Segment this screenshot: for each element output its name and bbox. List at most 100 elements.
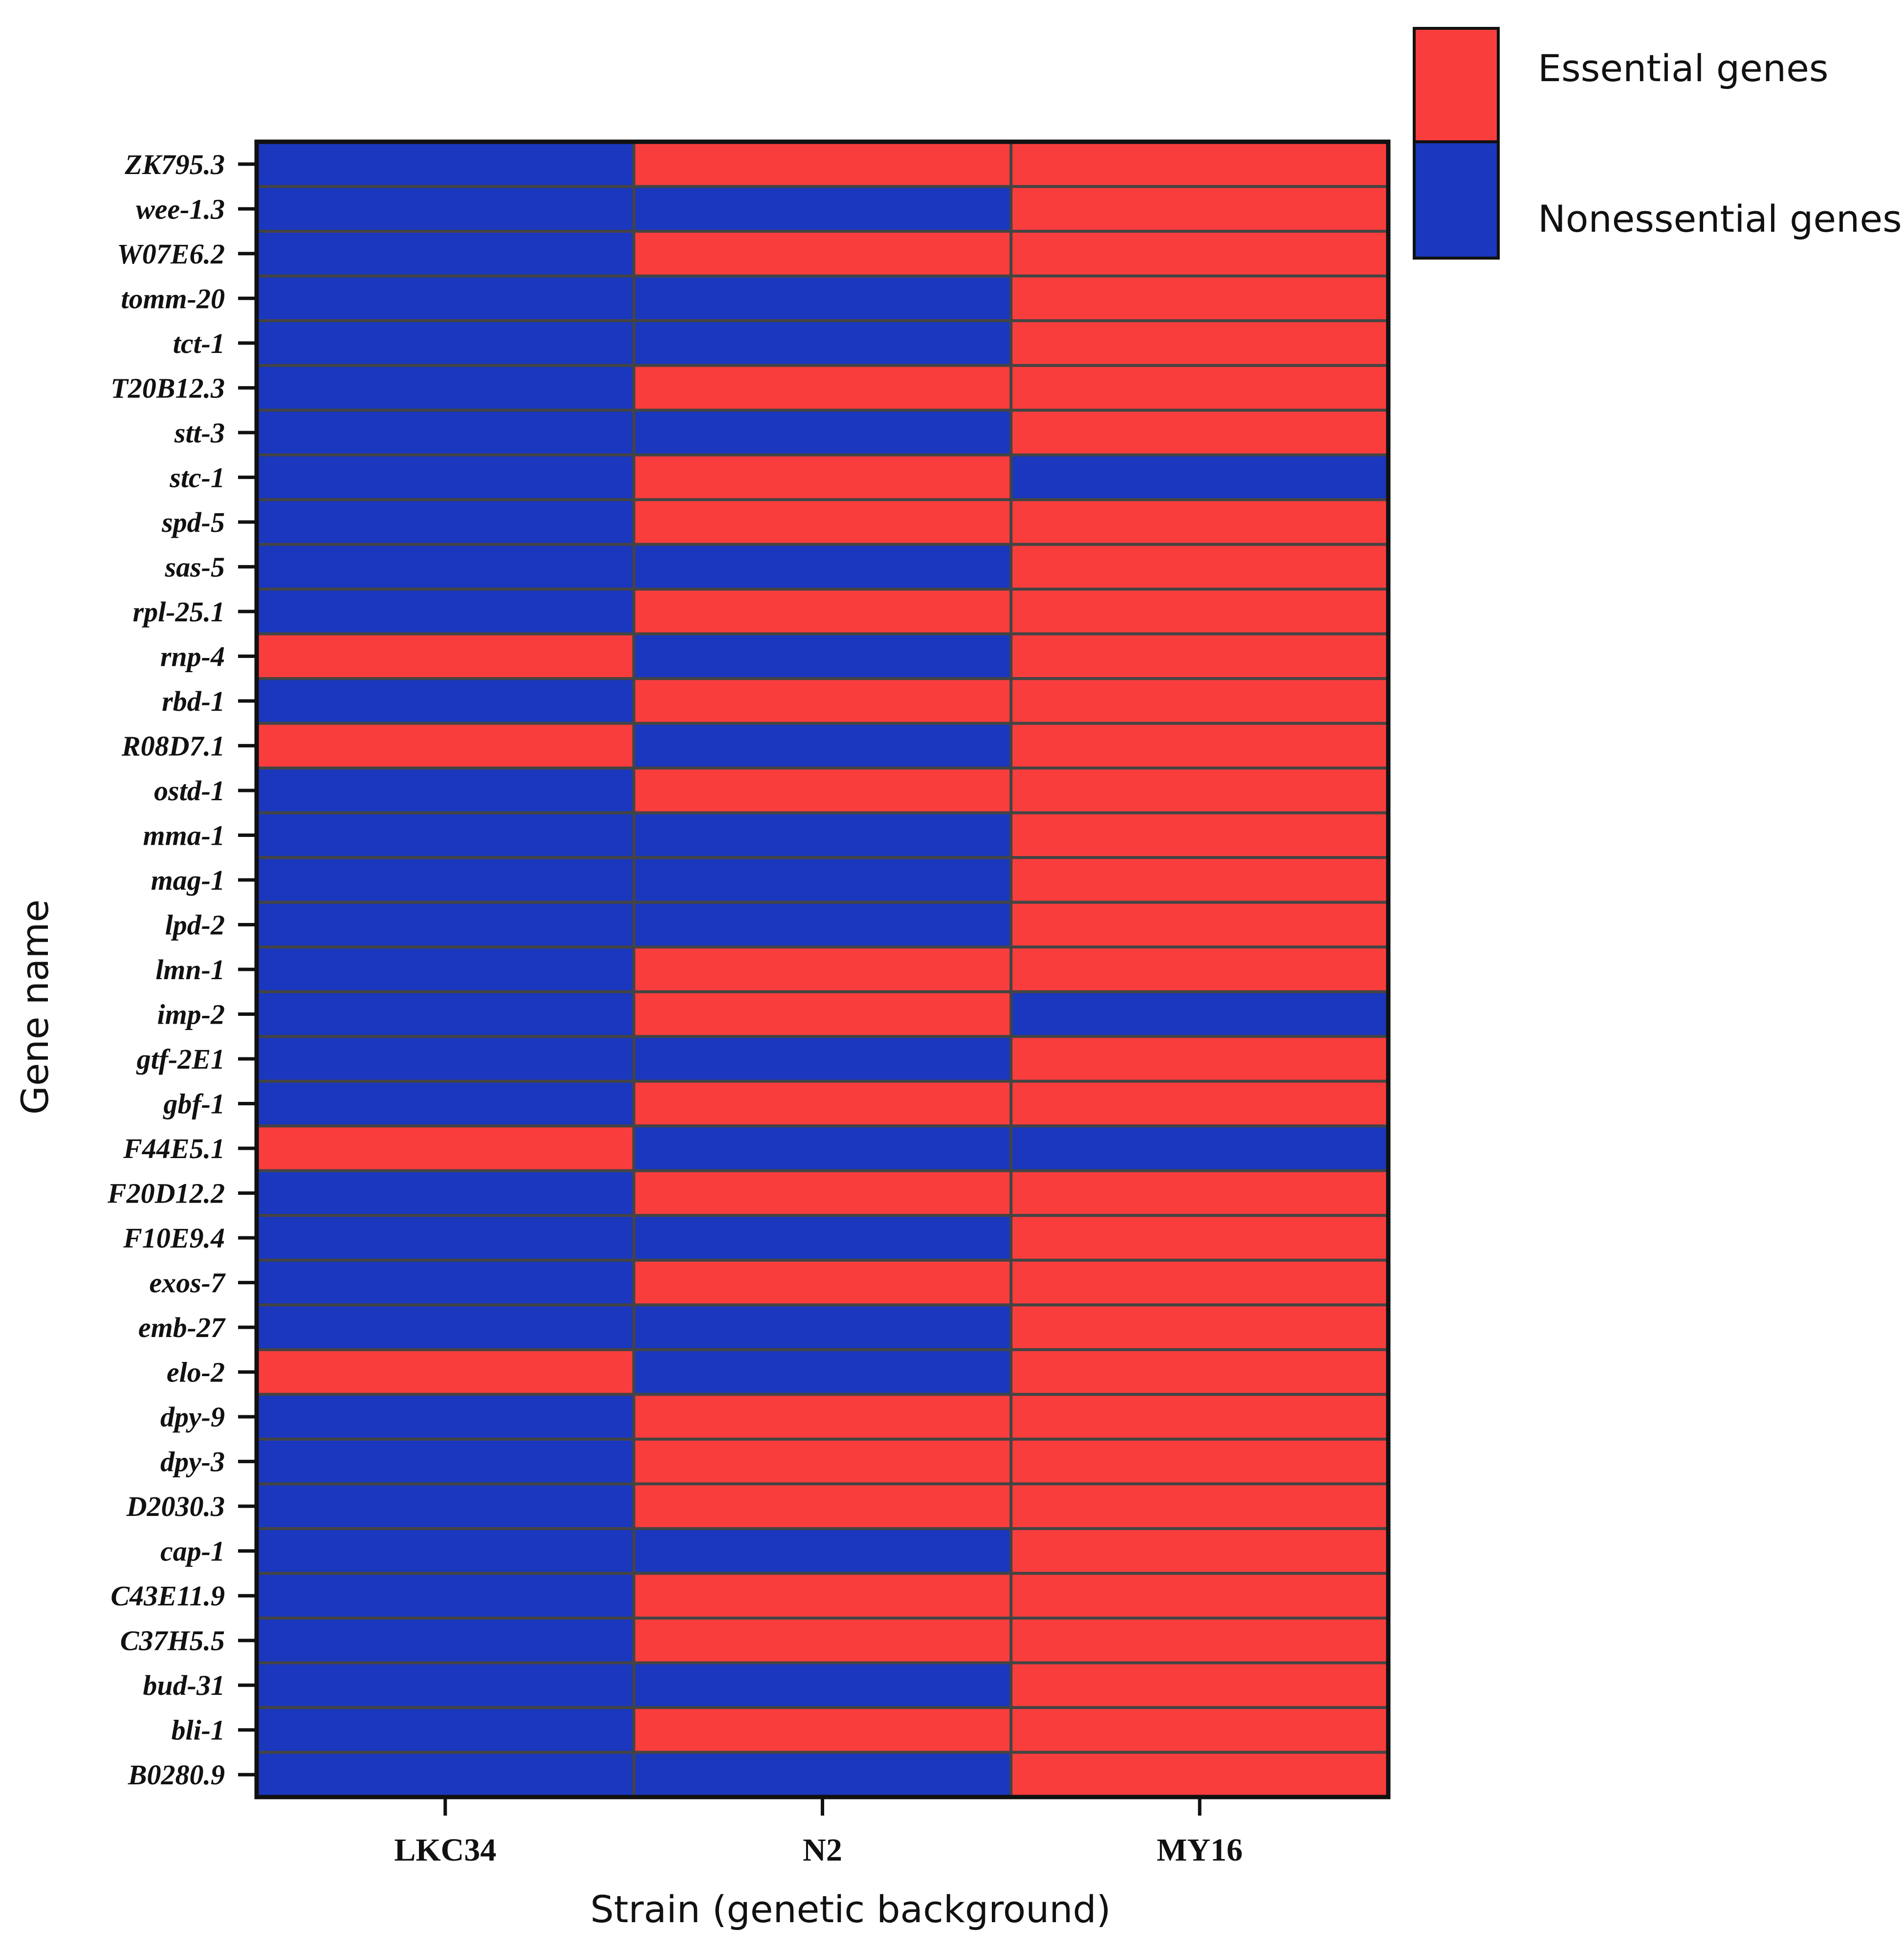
heatmap-cell	[632, 1124, 1013, 1172]
heatmap-cell	[255, 1661, 635, 1709]
y-tick-label: F44E5.1	[123, 1133, 225, 1164]
heatmap-cell	[255, 1437, 635, 1486]
x-tick-label: MY16	[1157, 1832, 1243, 1868]
x-tick-label: N2	[803, 1832, 842, 1868]
heatmap-cell	[632, 588, 1013, 636]
heatmap-cell	[255, 364, 635, 412]
x-axis-ticks: LKC34 N2 MY16	[394, 1797, 1243, 1868]
heatmap-cell	[632, 1393, 1013, 1441]
y-tick-label: tomm-20	[121, 283, 225, 314]
y-tick-label: R08D7.1	[121, 730, 225, 762]
y-tick-label: ZK795.3	[124, 149, 225, 180]
heatmap-cell	[255, 1616, 635, 1665]
heatmap-cell	[255, 588, 635, 636]
heatmap-cell	[632, 498, 1013, 546]
heatmap-cell	[255, 1706, 635, 1754]
y-tick-label: W07E6.2	[117, 238, 225, 270]
y-tick-label: mag-1	[151, 864, 225, 896]
y-tick-label: C37H5.5	[120, 1625, 225, 1657]
heatmap-cell	[255, 945, 635, 993]
heatmap-cell	[632, 140, 1013, 188]
heatmap-cell	[255, 1169, 635, 1217]
y-tick-label: C43E11.9	[110, 1580, 225, 1612]
heatmap-cell	[1009, 722, 1390, 770]
heatmap-cell	[255, 1035, 635, 1083]
heatmap-cell	[1009, 856, 1390, 904]
heatmap-cell	[632, 1527, 1013, 1575]
heatmap-cell	[255, 1348, 635, 1396]
heatmap-cell	[632, 1079, 1013, 1128]
heatmap-cell	[632, 1437, 1013, 1486]
heatmap-cell	[255, 900, 635, 949]
heatmap-cell	[1009, 1124, 1390, 1172]
heatmap-cell	[255, 677, 635, 725]
y-axis-ticks: ZK795.3 wee-1.3 W07E6.2 tomm-20 tct-1 T20B12.…	[107, 149, 257, 1791]
heatmap-cell	[1009, 1482, 1390, 1530]
legend-swatch-essential	[1413, 27, 1500, 143]
heatmap-cell	[255, 409, 635, 457]
heatmap-cell	[1009, 1035, 1390, 1083]
heatmap-cell	[255, 319, 635, 367]
heatmap-cell	[632, 1348, 1013, 1396]
heatmap-cell	[255, 990, 635, 1038]
legend: Essential genes Nonessential genes	[1413, 27, 1902, 260]
heatmap-cell	[1009, 453, 1390, 502]
y-tick-label: dpy-9	[160, 1401, 225, 1433]
y-tick-label: lpd-2	[165, 909, 225, 941]
y-tick-label: emb-27	[138, 1312, 226, 1343]
y-tick-label: elo-2	[167, 1357, 225, 1388]
heatmap-cell	[632, 185, 1013, 233]
heatmap-cell	[1009, 1214, 1390, 1262]
y-tick-label: F20D12.2	[107, 1178, 225, 1209]
y-tick-label: stt-3	[174, 417, 225, 449]
y-tick-label: rnp-4	[160, 640, 225, 672]
heatmap-cell	[1009, 900, 1390, 949]
heatmap-cell	[255, 140, 635, 188]
heatmap-cell	[1009, 1258, 1390, 1307]
x-axis-title: Strain (genetic background)	[591, 1887, 1111, 1931]
heatmap-cell	[1009, 1348, 1390, 1396]
heatmap-cell	[255, 185, 635, 233]
y-tick-label: lmn-1	[155, 954, 225, 986]
heatmap-cell	[632, 1751, 1013, 1798]
heatmap-cell	[1009, 319, 1390, 367]
heatmap-cell	[632, 632, 1013, 680]
heatmap-cell	[255, 1572, 635, 1620]
legend-swatch-nonessential	[1413, 140, 1500, 260]
y-tick-label: gbf-1	[162, 1088, 225, 1120]
heatmap-cell	[1009, 1169, 1390, 1217]
y-tick-label: B0280.9	[128, 1759, 225, 1791]
heatmap-cell	[1009, 185, 1390, 233]
heatmap-cell	[632, 1303, 1013, 1351]
y-tick-label: bud-31	[143, 1669, 225, 1701]
heatmap-cell	[632, 319, 1013, 367]
x-tick-label: LKC34	[394, 1832, 496, 1868]
y-tick-label: exos-7	[149, 1267, 226, 1299]
heatmap-cell	[255, 1303, 635, 1351]
heatmap-cell	[632, 677, 1013, 725]
heatmap-cell	[255, 230, 635, 278]
y-tick-label: tct-1	[173, 328, 225, 359]
heatmap-cell	[632, 409, 1013, 457]
heatmap-cell	[632, 1035, 1013, 1083]
heatmap-cell	[255, 498, 635, 546]
heatmap-cell	[632, 543, 1013, 591]
heatmap-cell	[632, 767, 1013, 814]
heatmap-cell	[632, 364, 1013, 412]
y-tick-label: sas-5	[165, 551, 225, 583]
heatmap-cell	[632, 1258, 1013, 1307]
heatmap-cell	[255, 767, 635, 814]
y-tick-label: cap-1	[160, 1535, 225, 1567]
heatmap-cell	[1009, 1079, 1390, 1128]
heatmap-cell	[632, 274, 1013, 323]
y-tick-label: ostd-1	[154, 775, 225, 807]
heatmap-cell	[255, 1258, 635, 1307]
y-tick-label: dpy-3	[160, 1446, 225, 1478]
heatmap-cell	[1009, 230, 1390, 278]
heatmap-cell	[632, 990, 1013, 1038]
y-tick-label: T20B12.3	[110, 372, 225, 404]
heatmap-cell	[1009, 811, 1390, 859]
heatmap-cell	[632, 1482, 1013, 1530]
heatmap-cell	[1009, 945, 1390, 993]
